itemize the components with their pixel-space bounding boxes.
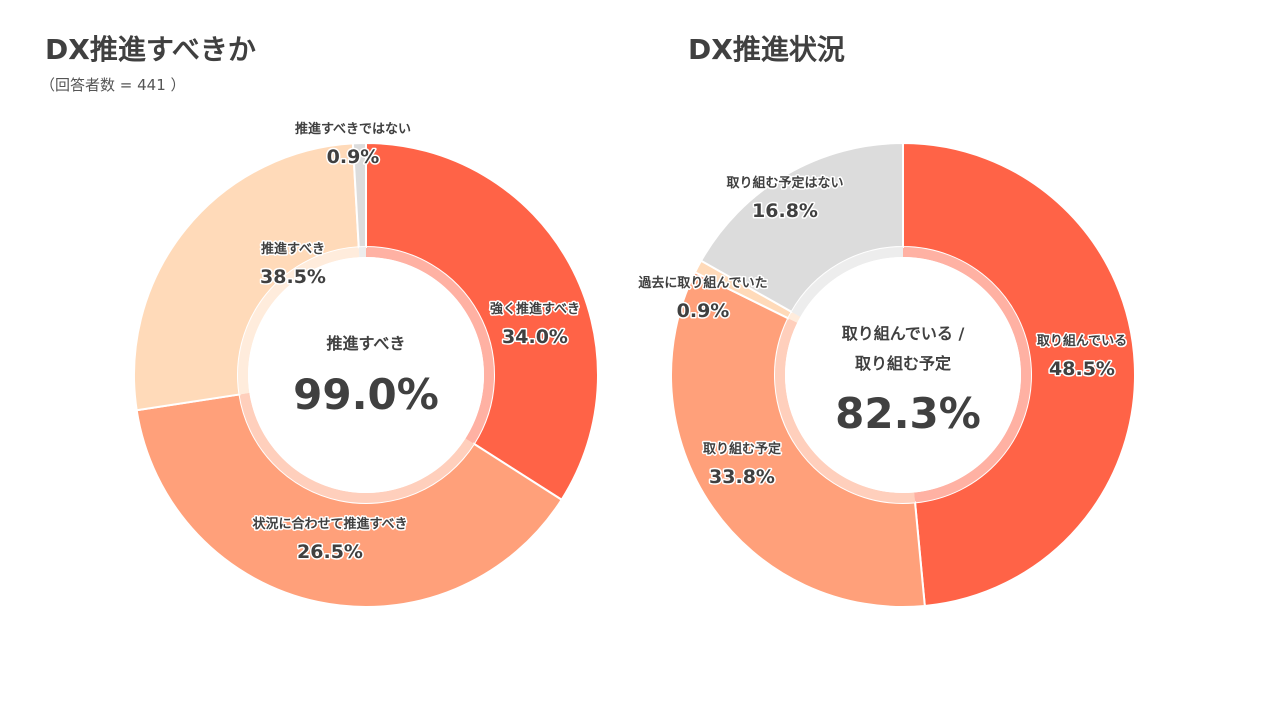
chart-title-left: DX推進すべきか: [45, 33, 256, 66]
slice-label: 取り組んでいる: [1037, 333, 1127, 349]
slice-label: 過去に取り組んでいた: [637, 275, 767, 291]
slice-value: 0.9%: [677, 300, 730, 322]
donut-hole: [248, 257, 484, 493]
slice-value: 0.9%: [327, 146, 380, 168]
chart-subtitle-left: （回答者数 = 441 ）: [40, 76, 186, 94]
inner-ring-0: [366, 247, 494, 444]
slice-value: 34.0%: [502, 326, 568, 348]
slice-label: 強く推進すべき: [490, 301, 580, 317]
slice-value: 26.5%: [297, 541, 363, 563]
center-label-right-1: 取り組んでいる /: [842, 324, 965, 343]
center-value-left: 99.0%: [293, 370, 439, 419]
chart-title-right: DX推進状況: [688, 33, 845, 66]
inner-ring-2: [788, 311, 801, 323]
slice-value: 33.8%: [709, 466, 775, 488]
slice-value: 48.5%: [1049, 358, 1115, 380]
inner-ring-2: [238, 247, 360, 395]
slice-value: 38.5%: [260, 266, 326, 288]
slice-label: 推進すべき: [261, 241, 325, 257]
center-label-right-2: 取り組む予定: [855, 354, 951, 373]
center-value-right: 82.3%: [835, 389, 981, 438]
inner-ring-3: [791, 247, 903, 317]
slice-label: 取り組む予定: [703, 441, 781, 457]
slice-label: 状況に合わせて推進すべき: [252, 516, 407, 532]
center-label-left: 推進すべき: [327, 334, 406, 353]
donut-hole: [785, 257, 1021, 493]
donut-left: 強く推進すべき 34.0% 推進すべき 38.5% 状況に合わせて推進すべき 26.5% 推…: [133, 120, 599, 608]
slice-label: 取り組む予定はない: [726, 175, 843, 191]
inner-ring-3: [358, 247, 366, 258]
slice-value: 16.8%: [752, 200, 818, 222]
inner-ring-1: [774, 318, 916, 504]
donut-right: 取り組んでいる 48.5% 取り組む予定 33.8% 過去に取り組んでいた 0.9% 取り組…: [636, 141, 1136, 608]
inner-ring-1: [239, 392, 474, 503]
slice-label: 推進すべきではない: [295, 121, 411, 137]
